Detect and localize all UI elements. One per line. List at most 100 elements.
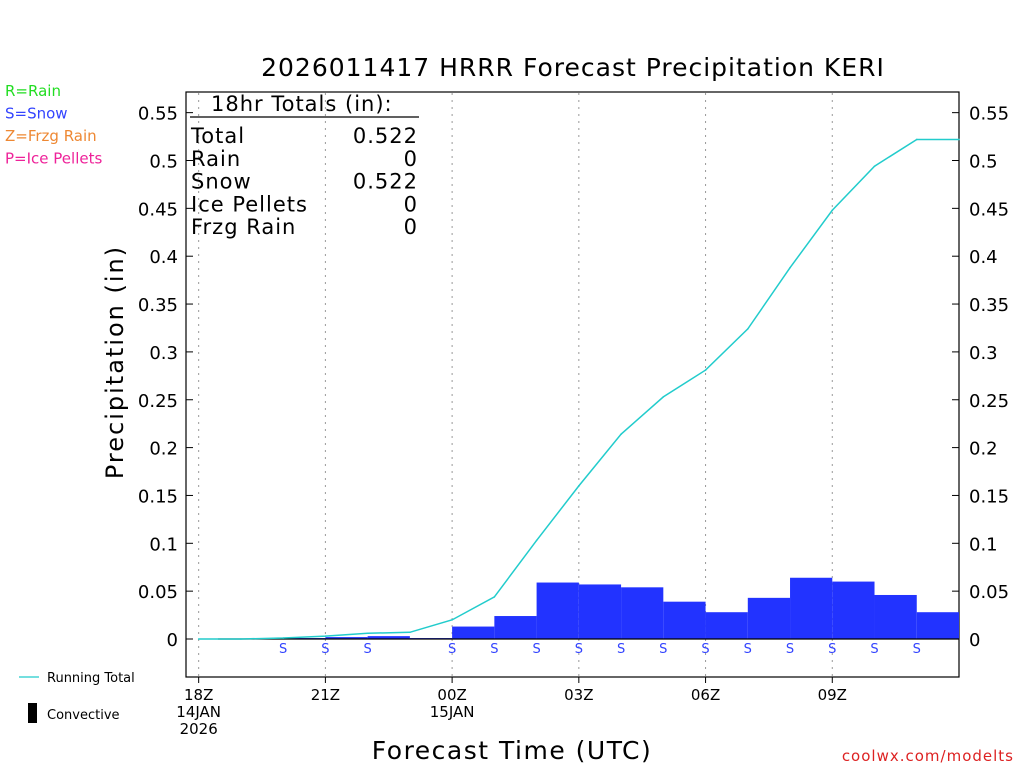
ptype-legend-p: P=Ice Pellets [5, 150, 102, 168]
ptype-marker: S [913, 642, 921, 657]
x-tick-label: 09Z [818, 686, 847, 704]
running-total-point [915, 138, 918, 141]
running-total-point [240, 638, 242, 640]
running-total-point [578, 485, 580, 487]
y-tick-label-left: 0.2 [149, 439, 178, 460]
precip-bar [621, 587, 664, 639]
y-tick-label-right: 0 [969, 630, 980, 651]
y-tick-label-left: 0.35 [138, 295, 178, 316]
precip-bar [325, 637, 368, 639]
y-tick-label-right: 0.1 [969, 534, 998, 555]
precip-bars [283, 577, 959, 639]
totals-label: Ice Pellets [191, 192, 308, 216]
y-tick-label-right: 0.5 [969, 152, 998, 173]
ptype-marker: S [744, 642, 752, 657]
convective-swatch [28, 703, 37, 723]
precip-bar [832, 581, 875, 639]
running-total-point [282, 637, 284, 639]
y-tick-label-right: 0.05 [969, 582, 1009, 603]
precip-bar [790, 577, 833, 639]
y-tick-label-right: 0.25 [969, 391, 1009, 412]
ptype-marker: S [532, 642, 540, 657]
ptype-legend-z: Z=Frzg Rain [5, 127, 97, 145]
ptype-marker: S [575, 642, 583, 657]
running-total-point [620, 433, 622, 436]
running-total-point [451, 619, 453, 621]
precip-bar [578, 584, 622, 639]
x-tick-label: 06Z [691, 686, 720, 704]
ptype-marker: S [617, 642, 625, 657]
totals-value: 0 [404, 192, 418, 216]
precip-bar [874, 594, 917, 639]
x-axis-label: Forecast Time (UTC) [372, 736, 652, 765]
totals-value: 0 [404, 147, 418, 171]
running-total-point [873, 165, 876, 168]
x-tick-label: 15JAN [430, 703, 475, 721]
ptype-marker: S [448, 642, 456, 657]
y-tick-label-right: 0.45 [969, 199, 1009, 220]
running-total-point [746, 328, 749, 330]
y-tick-label-right: 0.55 [969, 104, 1009, 125]
convective-legend-label: Convective [47, 708, 120, 723]
precip-bar [536, 582, 579, 639]
ptype-legend-s: S=Snow [5, 105, 68, 123]
precip-bar [452, 626, 495, 639]
y-tick-label-left: 0.4 [149, 247, 178, 268]
totals-rows: Total 0.522 Rain 0 Snow 0.522 Ice Pellets 0 Frzg… [190, 124, 418, 239]
ptype-marker: S [364, 642, 372, 657]
y-tick-label-left: 0.05 [138, 582, 178, 603]
ptype-legend-r: R=Rain [5, 82, 61, 100]
y-ticks-left: 0 0.05 0.1 0.15 0.2 0.25 0.3 0.35 0.4 0.45 0.5 0.55 [138, 104, 193, 651]
ptype-marker: S [279, 642, 287, 657]
running-total-point [324, 635, 327, 637]
chart-title: 2026011417 HRRR Forecast Precipitation K… [261, 53, 885, 82]
y-tick-label-right: 0.35 [969, 295, 1009, 316]
y-tick-label-right: 0.4 [969, 247, 998, 268]
ptype-marker: S [828, 642, 836, 657]
plot-frame [185, 91, 960, 678]
x-tick-label: 14JAN [176, 703, 221, 721]
precip-bar [705, 612, 748, 639]
totals-label: Frzg Rain [191, 215, 296, 239]
totals-label: Rain [191, 147, 241, 171]
ptype-marker: S [321, 642, 329, 657]
running-total-legend-label: Running Total [47, 671, 135, 686]
running-total-line [197, 138, 960, 640]
running-total-point [789, 266, 791, 269]
y-tick-label-left: 0.5 [149, 152, 178, 173]
x-tick-label: 21Z [311, 686, 340, 704]
precip-bar [747, 597, 791, 639]
ptype-legend: R=Rain S=Snow Z=Frzg Rain P=Ice Pellets [5, 82, 102, 168]
running-total-polyline [198, 138, 959, 640]
ptype-marker: S [786, 642, 794, 657]
ptype-marker: S [701, 642, 709, 657]
y-tick-label-left: 0.55 [138, 104, 178, 125]
precip-bar [494, 616, 537, 639]
totals-value: 0.522 [353, 170, 418, 194]
y-tick-label-right: 0.2 [969, 439, 998, 460]
totals-value: 0.522 [353, 124, 418, 148]
running-total-point [197, 638, 200, 640]
grid-lines [198, 93, 833, 676]
running-total-point [535, 539, 538, 542]
y-tick-label-left: 0 [167, 630, 178, 651]
totals-box: 18hr Totals (in): Total 0.522 Rain 0 Snow 0.5… [190, 92, 419, 239]
y-tick-label-left: 0.1 [149, 534, 178, 555]
running-total-point [493, 596, 496, 598]
totals-label: Total [190, 124, 245, 148]
y-tick-label-left: 0.15 [138, 486, 178, 507]
bottom-legend: Running Total Convective [19, 671, 135, 723]
y-ticks-right: 0 0.05 0.1 0.15 0.2 0.25 0.3 0.35 0.4 0.45 0.5 0.55 [952, 104, 1009, 651]
precip-bar [367, 636, 410, 639]
credit-text: coolwx.com/modelts [842, 747, 1014, 765]
y-tick-label-right: 0.15 [969, 486, 1009, 507]
y-axis-label: Precipitation (in) [101, 245, 129, 479]
ptype-marker: S [870, 642, 878, 657]
y-tick-label-right: 0.3 [969, 343, 998, 364]
running-total-point [409, 631, 411, 634]
precip-bar [663, 601, 706, 639]
ptype-marker: S [490, 642, 498, 657]
totals-label: Snow [191, 170, 252, 194]
